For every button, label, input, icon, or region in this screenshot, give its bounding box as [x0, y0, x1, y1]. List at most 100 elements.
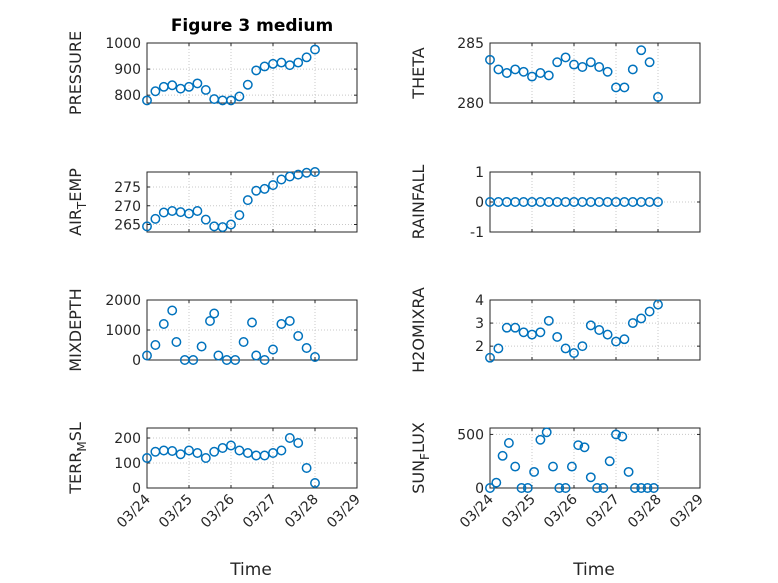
data-point [554, 483, 565, 493]
data-point [611, 429, 621, 440]
data-point [493, 343, 504, 354]
data-point [175, 449, 186, 460]
data-point [585, 57, 596, 68]
data-point [284, 316, 295, 326]
data-point [543, 315, 554, 326]
x-tick-label: 03/25 [156, 492, 196, 532]
subplot-7: 0 100 200 03/24 03/25 03/26 03/27 03/28 03/29 TER… [66, 422, 364, 531]
data-point [623, 466, 634, 477]
data-point [491, 477, 502, 488]
y-tick-label: 3 [475, 316, 484, 332]
data-point [516, 483, 527, 493]
data-point [627, 64, 638, 75]
y-tick-label: 0 [132, 353, 141, 369]
data-point [510, 322, 521, 333]
x-tick-label: 03/29 [667, 492, 707, 532]
data-point [627, 197, 638, 207]
x-tick-label: 03/29 [324, 492, 364, 532]
y-tick-label: 270 [114, 199, 141, 215]
data-point [251, 185, 262, 196]
y-tick-label: -1 [470, 225, 484, 241]
data-point [184, 208, 194, 219]
data-point [192, 78, 203, 89]
data-point [310, 44, 320, 55]
x-tick-label: 03/26 [541, 491, 581, 531]
data-point [611, 336, 621, 347]
data-point [276, 57, 287, 68]
data-point [209, 94, 220, 105]
data-point [284, 60, 295, 71]
data-point [150, 213, 161, 224]
axes-box [146, 42, 358, 104]
data-point [242, 195, 253, 206]
data-point [209, 308, 220, 319]
y-tick-label: 900 [114, 62, 141, 78]
axes-box [489, 427, 701, 489]
data-point [560, 343, 571, 354]
data-point [627, 318, 638, 329]
axes-box [146, 171, 358, 233]
data-point [585, 197, 596, 207]
data-point [510, 64, 521, 75]
data-point [217, 222, 228, 233]
data-point [602, 66, 613, 77]
y-tick-label: 285 [457, 36, 484, 52]
data-point [209, 221, 220, 232]
data-point [234, 210, 245, 221]
data-point [535, 68, 546, 78]
data-point [577, 62, 588, 72]
data-point [636, 313, 647, 324]
subplot-2: 280 285 THETA [409, 36, 701, 112]
data-point [617, 431, 628, 442]
data-point [293, 331, 304, 341]
data-point [167, 206, 178, 216]
data-point [653, 92, 663, 102]
data-point [142, 350, 152, 361]
data-point [150, 86, 161, 97]
data-point [585, 320, 596, 331]
data-point [485, 352, 495, 363]
y-tick-label: 4 [475, 293, 484, 309]
data-point [158, 81, 169, 92]
data-point [142, 95, 152, 106]
data-point [150, 446, 161, 457]
data-point [301, 343, 312, 353]
y-tick-label: 1000 [105, 36, 141, 52]
data-point [310, 478, 320, 488]
subplot-3: 265 270 275 AIRTEMP [66, 167, 358, 236]
data-point [566, 461, 577, 472]
data-point [158, 207, 169, 218]
data-point [167, 305, 178, 316]
x-tick-label: 03/27 [240, 492, 280, 532]
data-point [501, 68, 512, 78]
data-point [226, 440, 236, 451]
data-point [552, 197, 563, 207]
y-axis-label: THETA [409, 47, 428, 99]
data-point [238, 337, 249, 347]
y-tick-label: 200 [114, 431, 141, 447]
data-point [196, 341, 207, 352]
data-point [284, 433, 295, 443]
data-point [653, 299, 663, 310]
y-axis-label: TERRMSL [66, 422, 89, 495]
data-point [301, 463, 312, 473]
data-point [158, 445, 169, 456]
data-point [629, 483, 640, 493]
data-point [648, 483, 659, 493]
data-point [518, 327, 529, 338]
data-point [192, 206, 203, 216]
data-point [642, 483, 653, 493]
data-point [594, 197, 605, 207]
data-point [310, 167, 320, 177]
data-point [569, 348, 579, 359]
data-point [276, 445, 287, 456]
data-point [268, 58, 278, 69]
data-point [242, 79, 253, 90]
data-point [497, 450, 508, 461]
data-point [200, 453, 211, 463]
data-point [577, 341, 588, 352]
data-point [560, 52, 571, 63]
data-point [284, 171, 295, 182]
data-point [175, 83, 186, 94]
data-point [184, 81, 194, 92]
